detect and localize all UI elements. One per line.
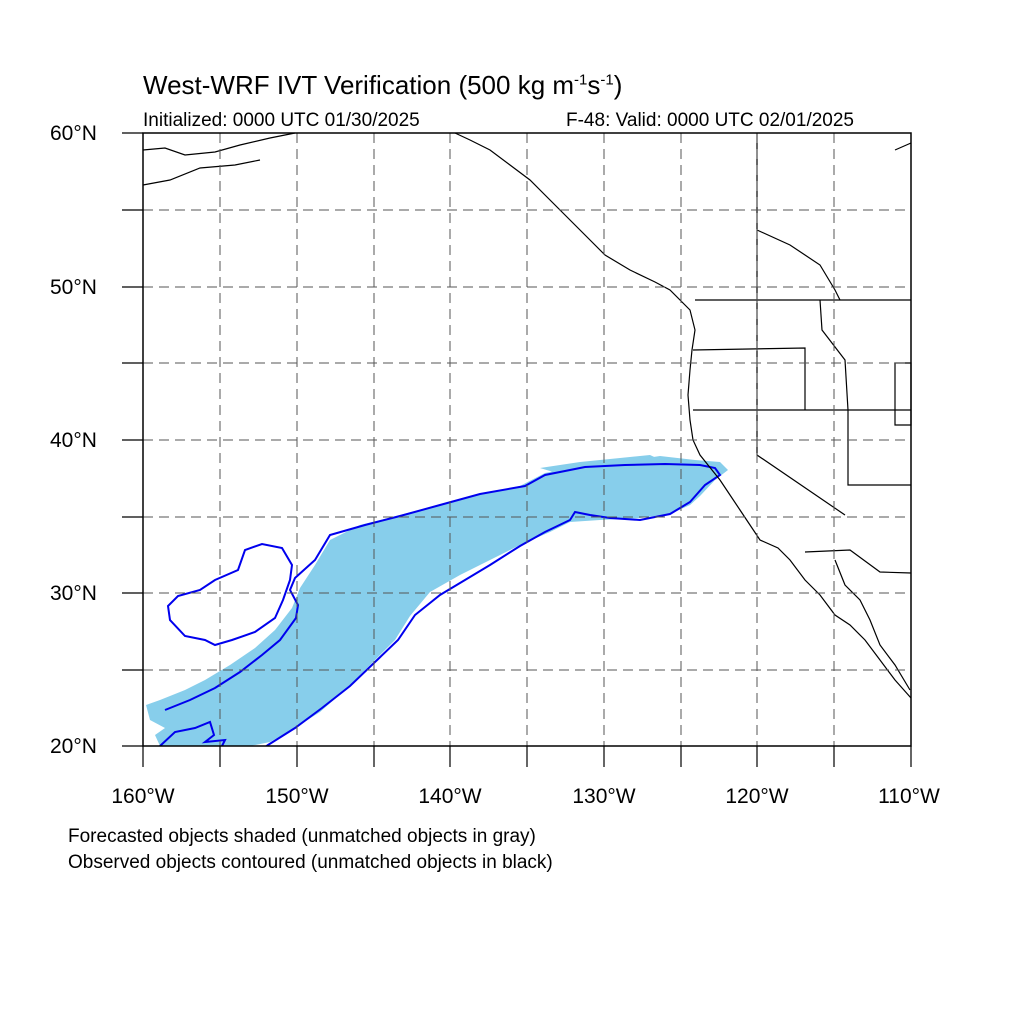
lat-label-50: 50°N bbox=[50, 276, 97, 299]
lon-label-110: 110°W bbox=[878, 785, 940, 808]
tick-marks bbox=[122, 132, 912, 767]
lat-label-30: 30°N bbox=[50, 582, 97, 605]
init-time-label: Initialized: 0000 UTC 01/30/2025 bbox=[143, 110, 420, 131]
forecast-object bbox=[146, 456, 728, 746]
figure-title: West-WRF IVT Verification (500 kg m-1s-1… bbox=[143, 70, 623, 100]
lat-label-60: 60°N bbox=[50, 122, 97, 145]
observed-object-west-loop bbox=[166, 542, 294, 647]
lon-label-140: 140°W bbox=[418, 785, 482, 808]
lon-label-130: 130°W bbox=[572, 785, 636, 808]
valid-time-label: F-48: Valid: 0000 UTC 02/01/2025 bbox=[566, 110, 854, 131]
forecast-note: Forecasted objects shaded (unmatched obj… bbox=[68, 826, 536, 847]
lon-label-160: 160°W bbox=[111, 785, 175, 808]
lat-label-20: 20°N bbox=[50, 735, 97, 758]
observed-note: Observed objects contoured (unmatched ob… bbox=[68, 852, 553, 873]
lat-label-40: 40°N bbox=[50, 429, 97, 452]
lon-label-150: 150°W bbox=[265, 785, 329, 808]
observed-object-main bbox=[164, 462, 722, 746]
observed-object-southwest bbox=[159, 720, 227, 746]
lon-label-120: 120°W bbox=[725, 785, 789, 808]
grid-lines bbox=[143, 133, 911, 746]
